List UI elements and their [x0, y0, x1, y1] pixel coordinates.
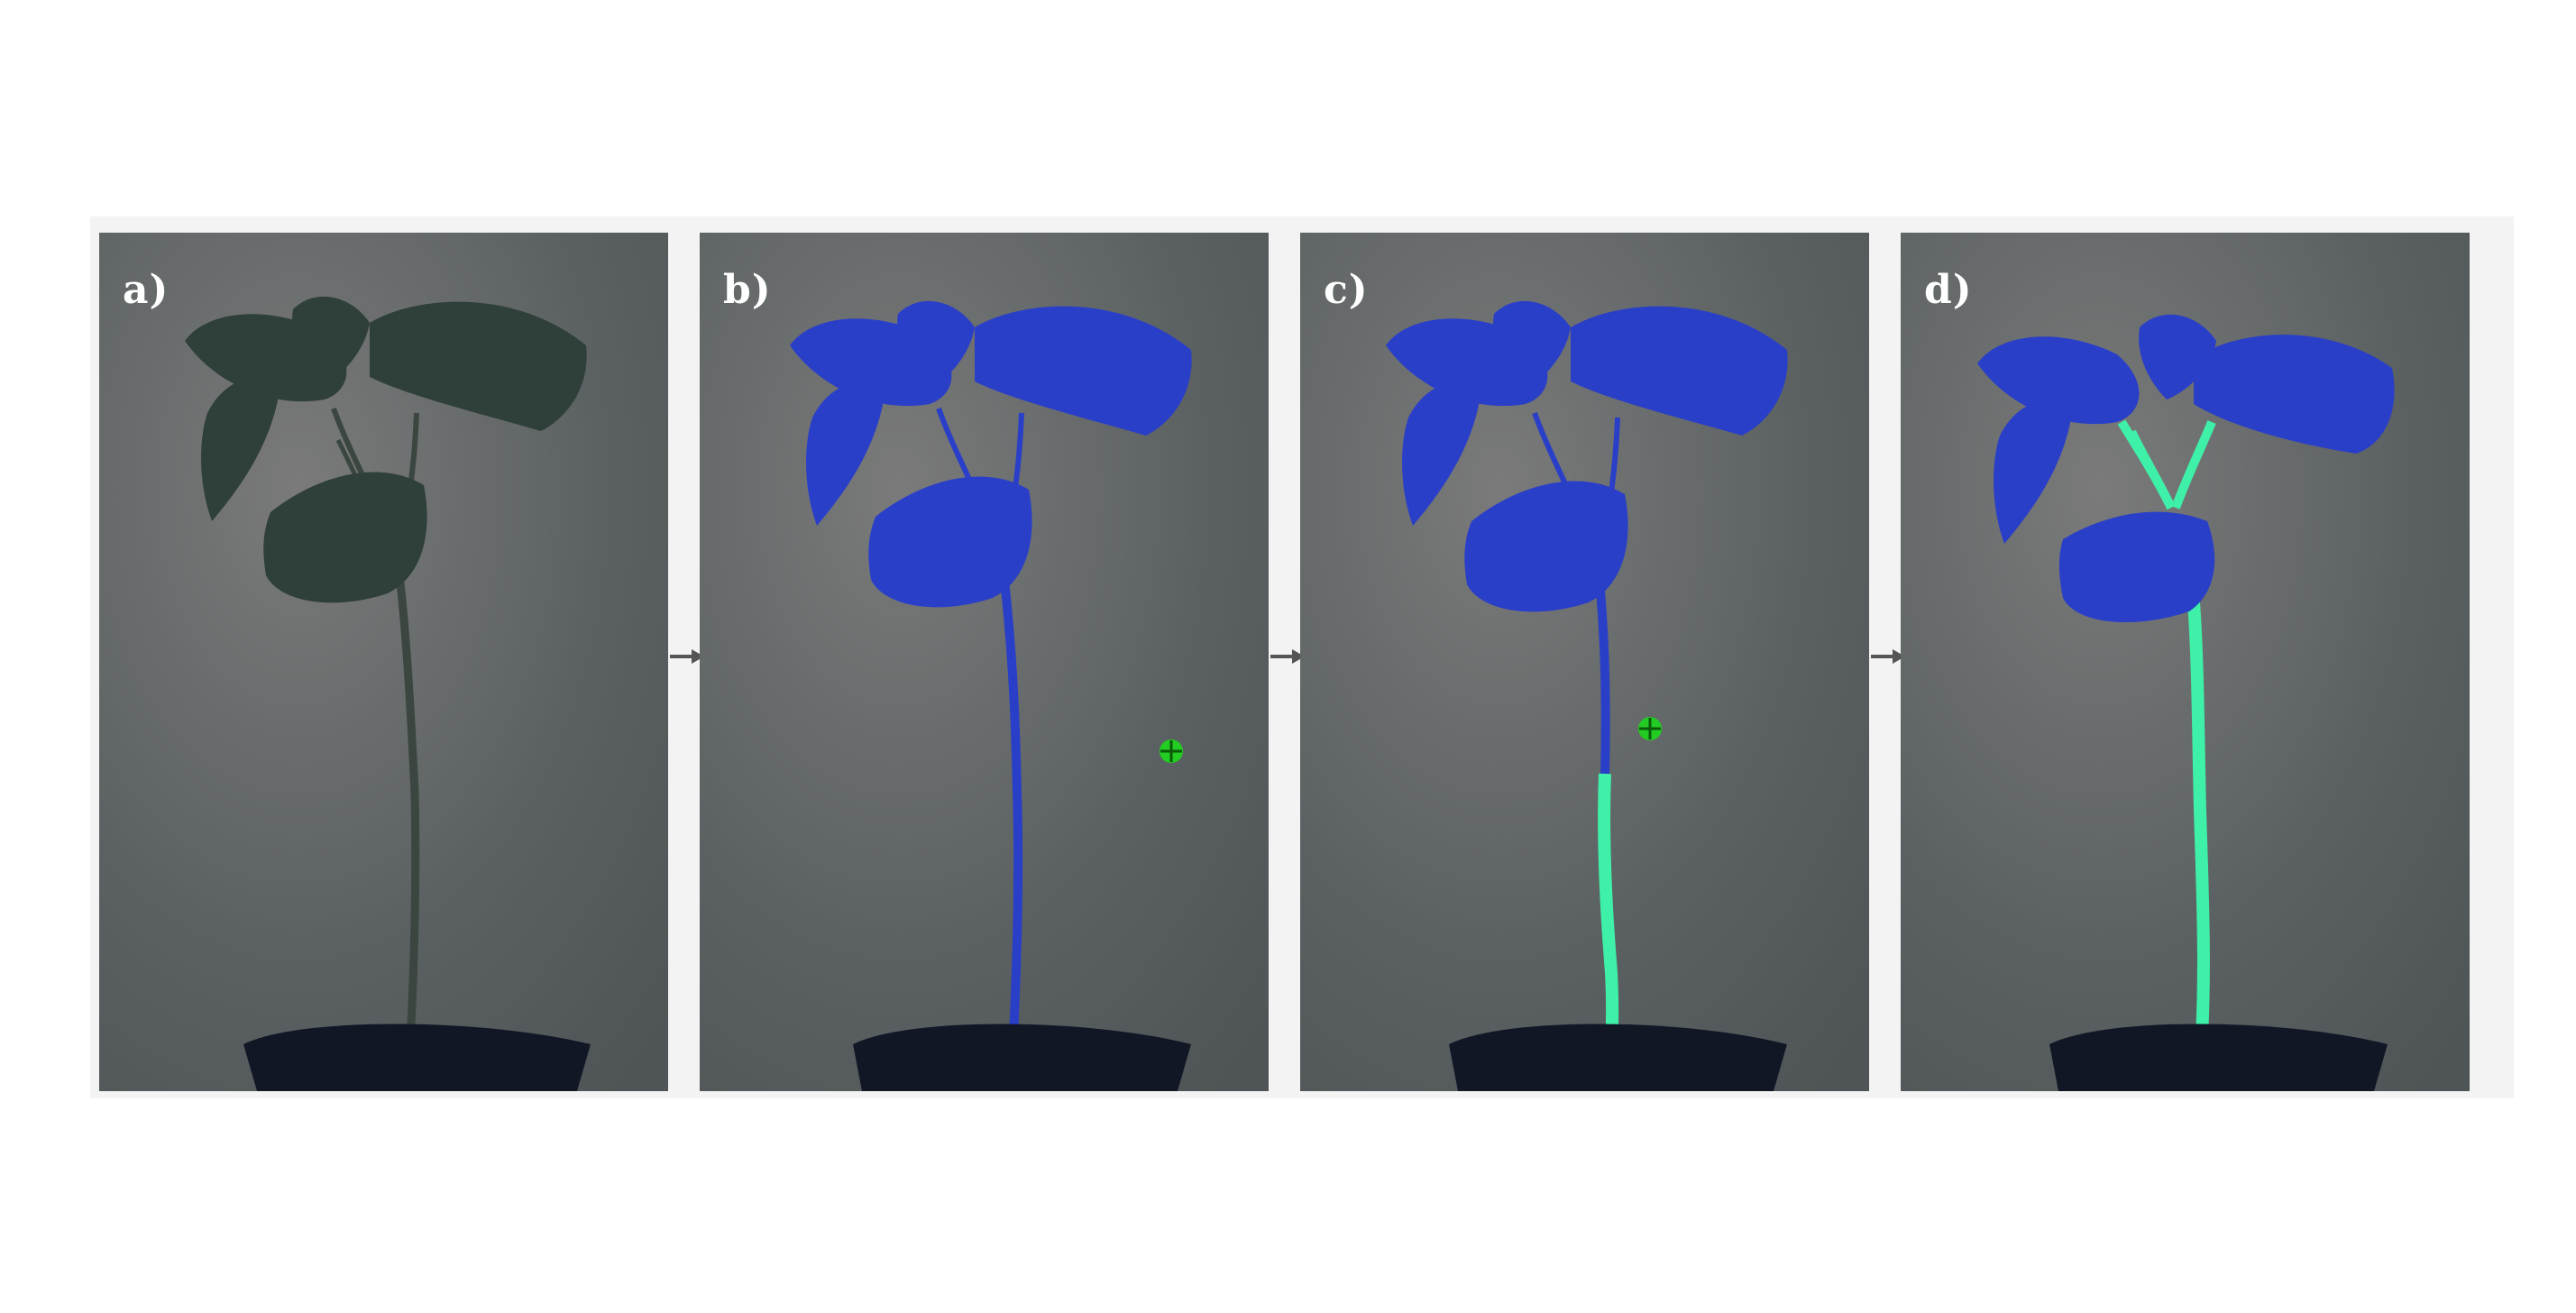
- panel-d-image: [1901, 233, 2470, 1091]
- panel-d-label: d): [1924, 267, 1973, 313]
- panel-b-image: [700, 233, 1269, 1091]
- panel-b-label: b): [723, 267, 772, 313]
- arrow-right-icon: [1871, 649, 1905, 664]
- crosshair-marker-icon: [1160, 739, 1183, 763]
- panel-a-image: [99, 233, 668, 1091]
- arrow-right-icon: [670, 649, 704, 664]
- panel-b: b): [700, 233, 1269, 1091]
- panel-d: d): [1901, 233, 2470, 1091]
- panel-a: a): [99, 233, 668, 1091]
- arrow-right-icon: [1270, 649, 1305, 664]
- panel-a-label: a): [123, 267, 170, 313]
- crosshair-marker-icon: [1638, 717, 1662, 740]
- panel-c-label: c): [1324, 267, 1369, 313]
- panel-c: c): [1300, 233, 1869, 1091]
- panel-c-image: [1300, 233, 1869, 1091]
